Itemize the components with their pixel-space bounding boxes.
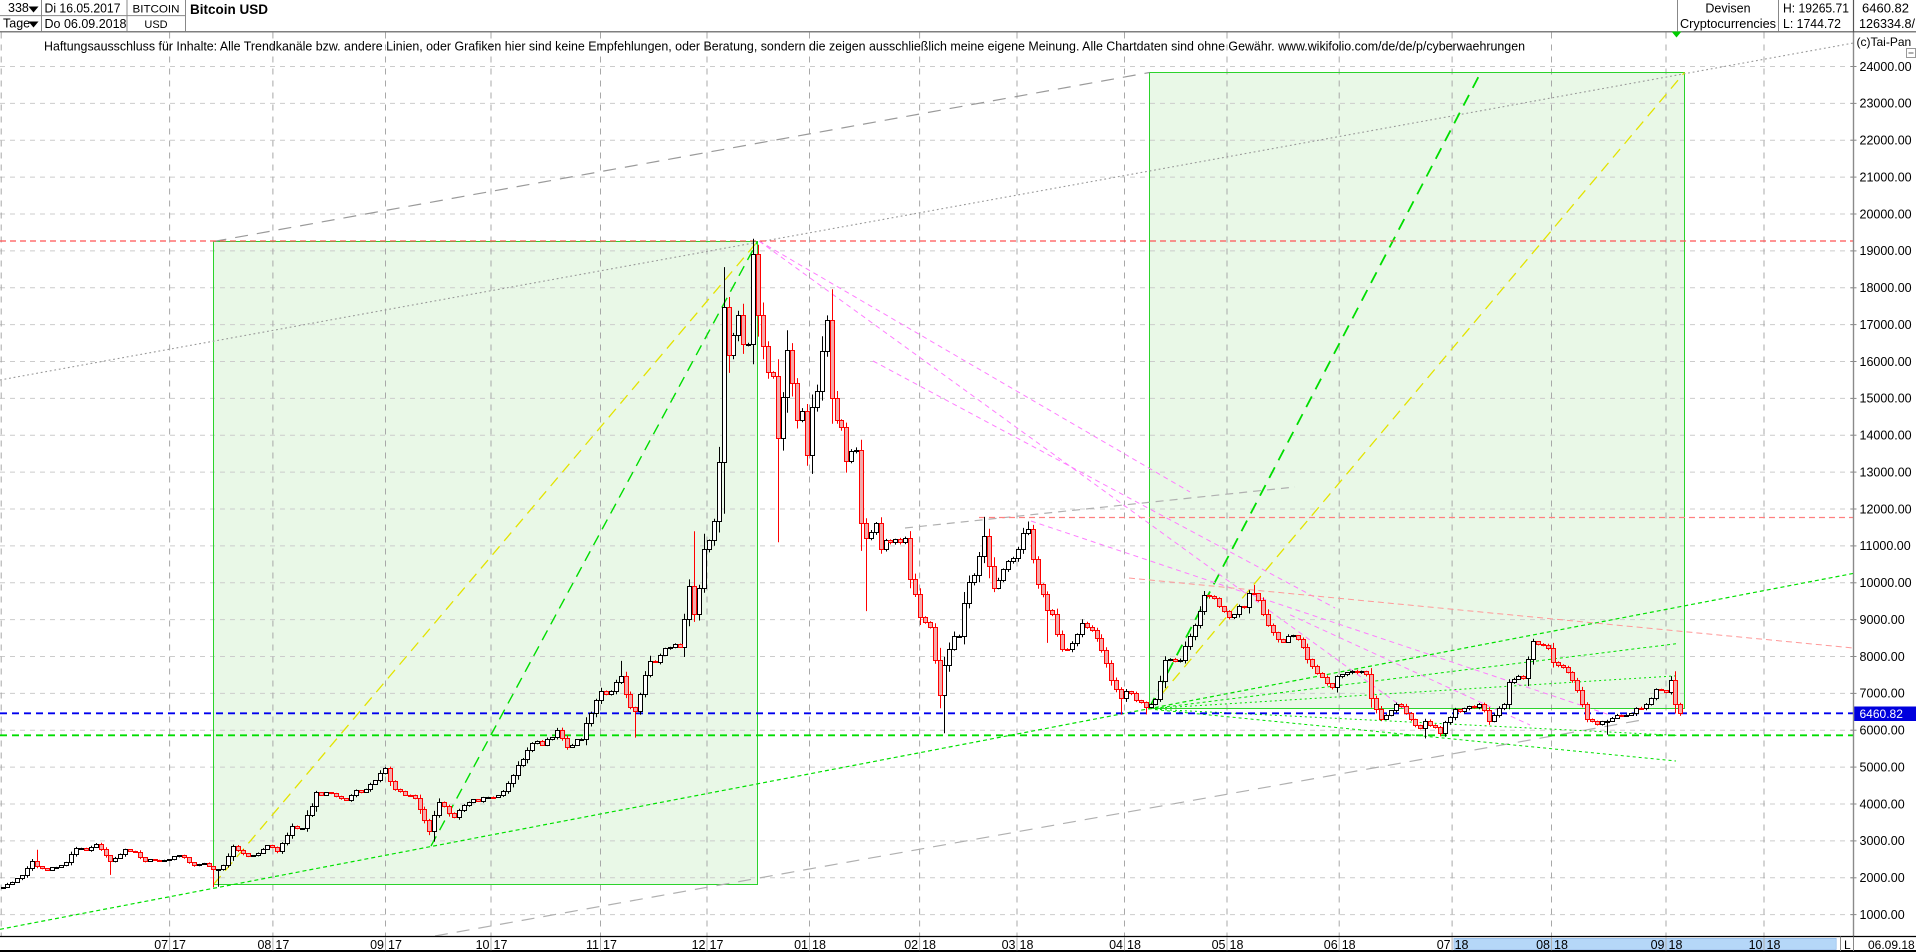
svg-text:4000.00: 4000.00 — [1860, 797, 1905, 811]
svg-text:01: 01 — [794, 938, 808, 952]
svg-text:21000.00: 21000.00 — [1860, 170, 1912, 184]
svg-text:14000.00: 14000.00 — [1860, 429, 1912, 443]
svg-text:08: 08 — [1536, 938, 1550, 952]
svg-text:19000.00: 19000.00 — [1860, 244, 1912, 258]
svg-text:15000.00: 15000.00 — [1860, 392, 1912, 406]
svg-text:8000.00: 8000.00 — [1860, 650, 1905, 664]
svg-text:10: 10 — [1749, 938, 1763, 952]
svg-text:17: 17 — [494, 938, 508, 952]
svg-text:17: 17 — [388, 938, 402, 952]
svg-text:09: 09 — [1651, 938, 1665, 952]
svg-text:18: 18 — [812, 938, 826, 952]
svg-text:Do 06.09.2018: Do 06.09.2018 — [45, 17, 127, 31]
svg-text:Bitcoin USD: Bitcoin USD — [190, 2, 268, 17]
svg-text:Di 16.05.2017: Di 16.05.2017 — [45, 2, 121, 16]
svg-text:USD: USD — [144, 19, 167, 31]
svg-text:02: 02 — [904, 938, 918, 952]
svg-text:10: 10 — [476, 938, 490, 952]
svg-text:6000.00: 6000.00 — [1860, 724, 1905, 738]
svg-text:23000.00: 23000.00 — [1860, 97, 1912, 111]
svg-text:18: 18 — [1767, 938, 1781, 952]
svg-text:6460.82: 6460.82 — [1860, 707, 1904, 721]
svg-text:18: 18 — [922, 938, 936, 952]
svg-text:07: 07 — [154, 938, 168, 952]
svg-text:3000.00: 3000.00 — [1860, 834, 1905, 848]
svg-text:18: 18 — [1127, 938, 1141, 952]
svg-text:6460.82: 6460.82 — [1862, 2, 1909, 16]
svg-text:11000.00: 11000.00 — [1860, 539, 1911, 553]
svg-text:22000.00: 22000.00 — [1860, 134, 1912, 148]
svg-text:17: 17 — [275, 938, 289, 952]
svg-text:H: 19265.71: H: 19265.71 — [1783, 2, 1849, 16]
svg-text:Cryptocurrencies: Cryptocurrencies — [1680, 17, 1776, 31]
svg-text:18: 18 — [1669, 938, 1683, 952]
svg-text:7000.00: 7000.00 — [1860, 687, 1905, 701]
svg-text:20000.00: 20000.00 — [1860, 207, 1912, 221]
svg-text:1000.00: 1000.00 — [1860, 908, 1905, 922]
svg-text:05: 05 — [1212, 938, 1226, 952]
svg-text:13000.00: 13000.00 — [1860, 465, 1912, 479]
svg-text:03: 03 — [1002, 938, 1016, 952]
svg-text:Devisen: Devisen — [1705, 2, 1750, 16]
svg-text:10000.00: 10000.00 — [1860, 576, 1912, 590]
svg-text:Tage: Tage — [3, 17, 30, 31]
svg-text:17: 17 — [603, 938, 617, 952]
svg-text:17: 17 — [710, 938, 724, 952]
svg-text:18: 18 — [1342, 938, 1356, 952]
svg-text:2000.00: 2000.00 — [1860, 871, 1905, 885]
svg-text:BITCOIN: BITCOIN — [133, 4, 180, 16]
svg-text:L: L — [1844, 938, 1851, 952]
svg-text:L: 1744.72: L: 1744.72 — [1783, 17, 1841, 31]
svg-text:08: 08 — [257, 938, 271, 952]
svg-text:18000.00: 18000.00 — [1860, 281, 1912, 295]
svg-text:18: 18 — [1230, 938, 1244, 952]
svg-text:18: 18 — [1020, 938, 1034, 952]
svg-text:09: 09 — [370, 938, 384, 952]
svg-text:126334.8/: 126334.8/ — [1859, 17, 1916, 31]
svg-text:18: 18 — [1554, 938, 1568, 952]
svg-text:17: 17 — [172, 938, 186, 952]
svg-text:11: 11 — [586, 938, 599, 952]
svg-text:338: 338 — [8, 1, 29, 15]
svg-text:17000.00: 17000.00 — [1860, 318, 1912, 332]
svg-text:04: 04 — [1109, 938, 1123, 952]
svg-text:12: 12 — [692, 938, 706, 952]
svg-text:06.09.18: 06.09.18 — [1868, 938, 1915, 952]
svg-text:Haftungsausschluss für Inhalte: Haftungsausschluss für Inhalte: Alle Tre… — [44, 39, 1525, 54]
svg-text:9000.00: 9000.00 — [1860, 613, 1905, 627]
svg-text:12000.00: 12000.00 — [1860, 502, 1912, 516]
svg-text:16000.00: 16000.00 — [1860, 355, 1912, 369]
svg-text:24000.00: 24000.00 — [1860, 60, 1912, 74]
svg-text:06: 06 — [1324, 938, 1338, 952]
svg-text:18: 18 — [1455, 938, 1469, 952]
svg-text:5000.00: 5000.00 — [1860, 760, 1905, 774]
svg-text:07: 07 — [1437, 938, 1451, 952]
svg-text:(c)Tai-Pan: (c)Tai-Pan — [1857, 35, 1912, 49]
